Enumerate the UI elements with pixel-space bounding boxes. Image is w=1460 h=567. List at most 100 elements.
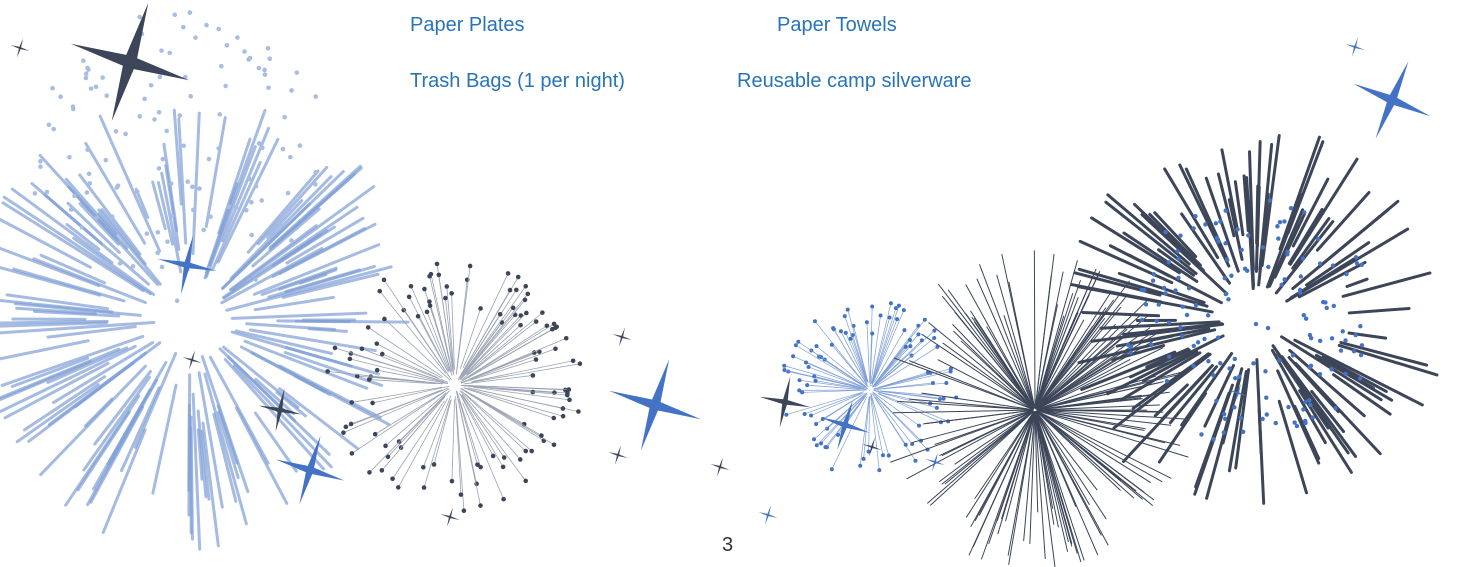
burst-ray [912, 410, 1034, 443]
burst-ray [460, 312, 527, 380]
burst-ray [0, 347, 121, 400]
spark-dot [1264, 395, 1269, 400]
burst-dot [370, 400, 375, 406]
burst-dot [845, 307, 850, 312]
burst-ray [806, 384, 861, 390]
burst-ray [813, 392, 868, 440]
burst-ray [942, 342, 1034, 410]
burst-ray [874, 329, 905, 383]
burst-ray [934, 410, 1034, 445]
spark-dot [1263, 369, 1268, 374]
spark-dot [1310, 415, 1315, 420]
spark-dot [1265, 325, 1271, 331]
spark-dot [1307, 365, 1312, 370]
burst-dot [501, 455, 507, 460]
burst-ray [1035, 412, 1099, 556]
burst-dot [782, 368, 787, 373]
burst-ray [876, 382, 947, 390]
spark-dot [114, 185, 120, 190]
burst-dot [525, 291, 531, 297]
burst-ray [944, 411, 1033, 485]
burst-ray [1220, 148, 1239, 229]
spark-dot [1238, 415, 1243, 421]
burst-ray [1005, 411, 1036, 522]
burst-dot [567, 397, 572, 403]
burst-ray [133, 351, 178, 449]
burst-ray [10, 356, 90, 389]
burst-dot [902, 328, 907, 333]
burst-ray [469, 323, 555, 376]
burst-dot [925, 370, 930, 375]
burst-dot [348, 421, 354, 427]
burst-ray [1038, 410, 1189, 458]
burst-dot [842, 314, 847, 319]
burst-ray [1286, 140, 1325, 235]
star [609, 359, 701, 451]
star [925, 452, 945, 472]
burst-dot [530, 373, 536, 378]
burst-ray [1141, 350, 1199, 383]
spark-dot [1227, 366, 1232, 371]
burst-ray [220, 126, 271, 243]
burst-ray [1276, 369, 1321, 465]
burst-ray [1036, 412, 1107, 520]
burst-ray [12, 267, 126, 303]
spark-dot [235, 35, 240, 40]
burst-ray [1035, 412, 1069, 553]
spark-dot [155, 250, 160, 256]
burst-ray [844, 315, 868, 382]
burst-ray [278, 387, 360, 451]
burst-dot [368, 374, 374, 379]
burst-ray [429, 275, 453, 372]
spark-dot [253, 277, 258, 282]
burst-ray [870, 315, 881, 384]
spark-dot [32, 191, 38, 196]
burst-ray [97, 208, 162, 286]
burst-dot [523, 478, 529, 484]
spark-dot [1301, 312, 1306, 318]
burst-dot [922, 317, 927, 322]
burst-ray [1204, 176, 1240, 273]
star [759, 376, 811, 428]
burst-ray [78, 202, 120, 246]
spark-dot [1206, 359, 1211, 364]
spark-dot [259, 145, 265, 150]
spark-dot [313, 182, 318, 187]
spark-dot [1184, 312, 1190, 318]
burst-ray [0, 321, 108, 328]
burst-ray [254, 377, 296, 415]
burst-dot [501, 496, 506, 502]
burst-ray [928, 322, 1033, 408]
burst-ray [1131, 352, 1210, 410]
burst-ray [248, 328, 377, 353]
spark-dot [81, 58, 86, 63]
burst-ray [1035, 331, 1160, 410]
spark-dot [1193, 213, 1198, 219]
burst-dot [551, 442, 557, 448]
burst-ray [1001, 253, 1035, 406]
burst-ray [27, 341, 162, 443]
burst-dot [858, 463, 863, 468]
burst-dot [913, 458, 918, 463]
spark-dot [185, 179, 190, 184]
spark-dot [152, 117, 157, 122]
burst-dot [576, 409, 581, 414]
burst-ray [1291, 199, 1400, 291]
burst-dot [806, 364, 811, 369]
burst-ray [460, 388, 542, 437]
burst-ray [204, 116, 227, 228]
burst-ray [1037, 412, 1121, 491]
burst-ray [873, 334, 919, 387]
burst-ray [0, 334, 145, 387]
spark-dot [1166, 320, 1172, 325]
burst-dot [909, 353, 914, 358]
burst-ray [1039, 409, 1186, 420]
burst-dot [893, 306, 898, 311]
spark-dot [1218, 361, 1223, 366]
burst-ray [82, 375, 151, 472]
burst-dot [449, 291, 454, 296]
burst-dot [866, 449, 871, 454]
burst-ray [1077, 267, 1209, 308]
burst-ray [351, 386, 443, 403]
burst-ray [5, 293, 110, 311]
